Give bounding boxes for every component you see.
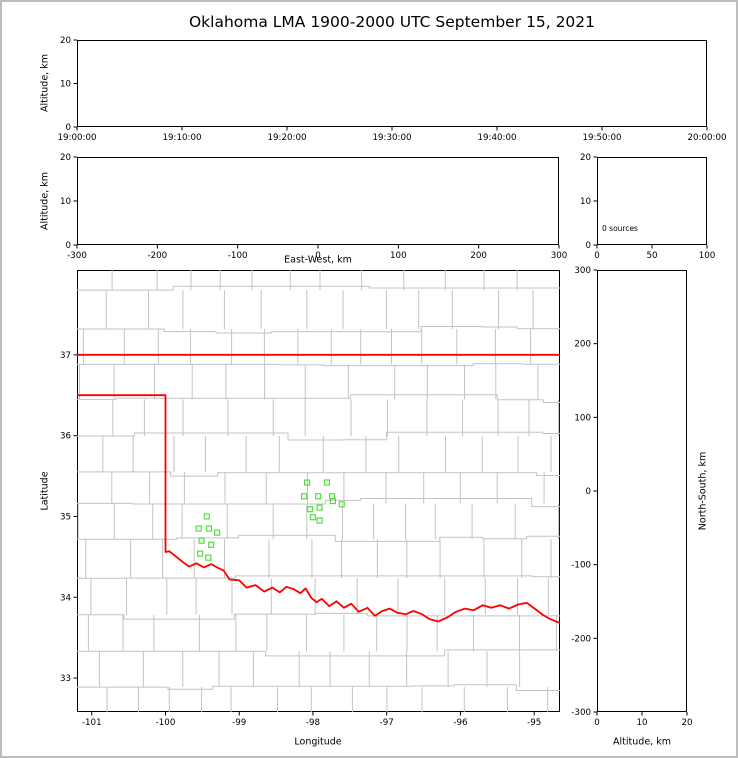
y-tick-label: -200 — [571, 634, 591, 644]
y-tick-label: 20 — [60, 36, 71, 46]
x-tick-label: 19:20:00 — [267, 133, 306, 143]
x-tick-label: 100 — [390, 251, 407, 261]
eastwest-altitude-panel — [77, 157, 559, 245]
ew-panel-xlabel: East-West, km — [284, 254, 352, 266]
altitude-northsouth-panel — [597, 270, 687, 712]
ns-panel-xlabel: Altitude, km — [613, 736, 671, 748]
x-tick-label: 0 — [594, 718, 600, 728]
ns-panel-ylabel: North-South, km — [697, 451, 709, 531]
map-xlabel: Longitude — [294, 736, 342, 748]
plan-view-map-panel — [77, 270, 560, 712]
x-tick-label: -101 — [82, 718, 102, 728]
x-tick-label: 10 — [636, 718, 647, 728]
y-tick-label: -300 — [571, 708, 591, 718]
y-tick-label: 0 — [65, 241, 71, 251]
x-tick-label: 200 — [470, 251, 487, 261]
ew-panel-ylabel: Altitude, km — [39, 172, 51, 230]
x-tick-label: -97 — [380, 718, 394, 728]
y-tick-label: 36 — [60, 432, 71, 442]
x-tick-label: 19:40:00 — [477, 133, 516, 143]
y-tick-label: -100 — [571, 561, 591, 571]
map-ylabel: Latitude — [39, 471, 51, 511]
source-count-annotation: 0 sources — [602, 224, 638, 233]
x-tick-label: 300 — [551, 251, 568, 261]
y-tick-label: 20 — [60, 153, 71, 163]
x-tick-label: -100 — [156, 718, 176, 728]
x-tick-label: 100 — [699, 251, 716, 261]
x-tick-label: 19:10:00 — [162, 133, 201, 143]
y-tick-label: 200 — [574, 340, 591, 350]
x-tick-label: 20:00:00 — [687, 133, 726, 143]
x-tick-label: -200 — [147, 251, 167, 261]
x-tick-label: 20 — [681, 718, 692, 728]
y-tick-label: 100 — [574, 413, 591, 423]
time-altitude-panel — [77, 40, 707, 127]
figure-title: Oklahoma LMA 1900-2000 UTC September 15,… — [188, 13, 596, 31]
y-tick-label: 37 — [60, 351, 71, 361]
x-tick-label: 19:00:00 — [57, 133, 96, 143]
x-tick-label: -99 — [232, 718, 246, 728]
x-tick-label: 19:30:00 — [372, 133, 411, 143]
y-tick-label: 34 — [60, 593, 72, 603]
y-tick-label: 0 — [65, 123, 71, 133]
x-tick-label: 0 — [594, 251, 600, 261]
y-tick-label: 0 — [585, 487, 591, 497]
y-tick-label: 300 — [574, 266, 591, 276]
y-tick-label: 10 — [580, 197, 591, 207]
y-tick-label: 0 — [585, 241, 591, 251]
x-tick-label: -95 — [527, 718, 541, 728]
time-panel-ylabel: Altitude, km — [39, 54, 51, 112]
altitude-histogram-panel — [597, 157, 707, 245]
x-tick-label: -96 — [453, 718, 467, 728]
y-tick-label: 33 — [60, 674, 71, 684]
y-tick-label: 10 — [60, 197, 71, 207]
x-tick-label: -300 — [67, 251, 87, 261]
y-tick-label: 35 — [60, 512, 71, 522]
y-tick-label: 10 — [60, 80, 71, 90]
y-tick-label: 20 — [580, 153, 591, 163]
x-tick-label: 19:50:00 — [582, 133, 621, 143]
x-tick-label: 50 — [646, 251, 657, 261]
x-tick-label: -98 — [306, 718, 320, 728]
x-tick-label: -100 — [228, 251, 248, 261]
